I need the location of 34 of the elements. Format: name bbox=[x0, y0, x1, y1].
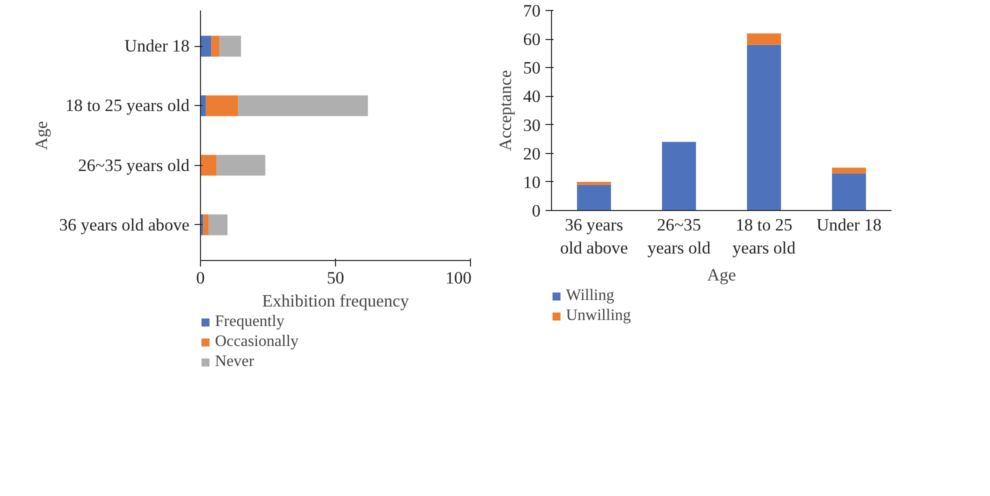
bar bbox=[747, 33, 781, 45]
y-tick-label: 18 to 25 years old bbox=[65, 96, 190, 116]
x-tick-label: 100 bbox=[446, 268, 472, 288]
y-tick-label: 70 bbox=[523, 2, 540, 20]
y-tick-label: 26~35 years old bbox=[78, 156, 190, 175]
y-tick-label: 30 bbox=[523, 116, 540, 135]
legend-label: Frequently bbox=[215, 313, 284, 331]
y-axis-title: Age bbox=[32, 120, 52, 150]
y-tick-label: 20 bbox=[523, 144, 540, 164]
x-axis-title: Age bbox=[707, 265, 736, 284]
legend-label: Occasionally bbox=[215, 333, 299, 351]
y-tick-label: Under 18 bbox=[124, 36, 190, 56]
bar bbox=[577, 182, 611, 185]
bar bbox=[832, 168, 866, 174]
x-tick-label: 18 to 25 years old bbox=[732, 216, 796, 258]
x-tick-label: 36 years old above bbox=[560, 216, 628, 258]
x-tick-label: Under 18 bbox=[816, 216, 882, 234]
x-tick-label: 0 bbox=[196, 268, 205, 288]
y-tick-label: 40 bbox=[523, 87, 540, 106]
legend-label: Never bbox=[215, 353, 254, 371]
legend-label: Unwilling bbox=[566, 307, 631, 325]
x-tick-label: 26~35 years old bbox=[647, 216, 711, 258]
y-tick-label: 10 bbox=[523, 172, 540, 192]
bar bbox=[662, 142, 696, 210]
x-tick-label: 50 bbox=[326, 268, 344, 288]
legend-label: Willing bbox=[566, 287, 614, 305]
bar bbox=[577, 184, 611, 210]
y-tick-label: 0 bbox=[532, 202, 541, 220]
x-axis-title: Exhibition frequency bbox=[262, 292, 410, 310]
bar bbox=[832, 173, 866, 210]
y-tick-label: 60 bbox=[523, 30, 540, 50]
y-axis-title: Acceptance bbox=[496, 70, 516, 151]
bar bbox=[747, 44, 781, 210]
y-tick-label: 50 bbox=[523, 58, 540, 78]
